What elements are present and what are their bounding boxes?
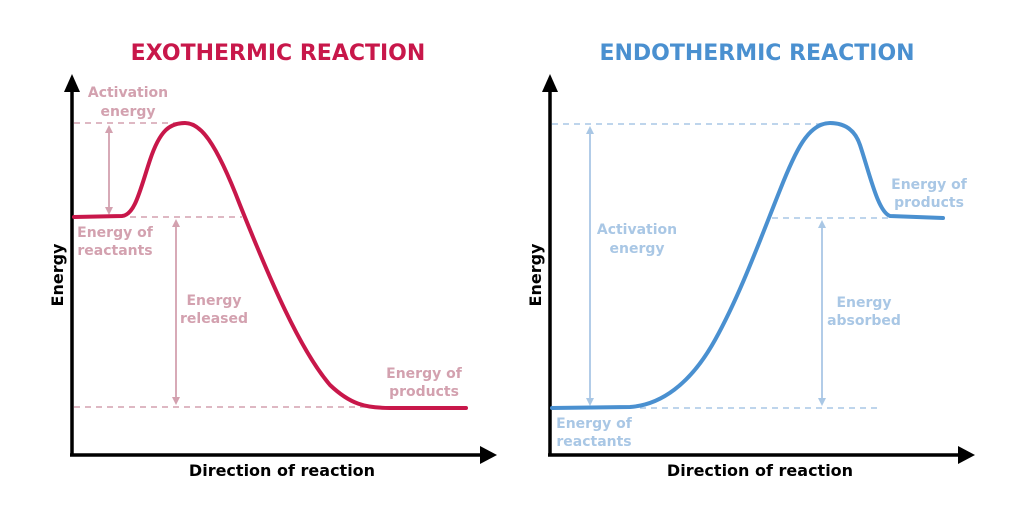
exo-released-label: Energy [186,293,241,309]
exo-released-label-2: released [180,311,248,327]
endo-reactants-label: Energy of [556,416,633,432]
endo-energy-curve [550,120,945,410]
endo-y-axis-label: Energy [526,243,545,307]
endo-absorbed-label: Energy [836,295,891,311]
exo-axes [70,90,482,457]
endo-reactants-label-2: reactants [556,434,631,450]
exo-x-axis-label: Direction of reaction [189,461,375,480]
exo-x-arrow-icon [480,446,497,464]
endo-axes [548,90,960,457]
endo-products-label: Energy of [891,177,968,193]
exothermic-diagram: EXOTHERMIC REACTION Energy Direction of … [48,41,497,480]
exo-y-axis-label: Energy [48,243,67,307]
endothermic-title: ENDOTHERMIC REACTION [599,41,914,66]
exo-y-arrow-icon [64,74,80,92]
exo-activation-label: Activation [88,85,168,101]
exo-guide-lines [74,122,380,408]
endo-x-arrow-icon [958,446,975,464]
exo-products-label: Energy of [386,366,463,382]
endo-activation-label-2: energy [609,241,664,257]
exo-products-label-2: products [389,384,459,400]
exo-reactants-label: Energy of [77,225,154,241]
endo-y-arrow-icon [542,74,558,92]
endo-products-label-2: products [894,195,964,211]
exo-activation-label-2: energy [100,104,155,120]
endo-absorbed-label-2: absorbed [827,313,901,329]
exo-energy-curve [72,120,468,410]
exo-reactants-label-2: reactants [77,243,152,259]
endo-guide-lines [552,123,888,409]
exothermic-title: EXOTHERMIC REACTION [131,41,426,66]
endo-activation-label: Activation [597,222,677,238]
endothermic-diagram: ENDOTHERMIC REACTION Energy Direction of… [526,41,975,480]
endo-x-axis-label: Direction of reaction [667,461,853,480]
